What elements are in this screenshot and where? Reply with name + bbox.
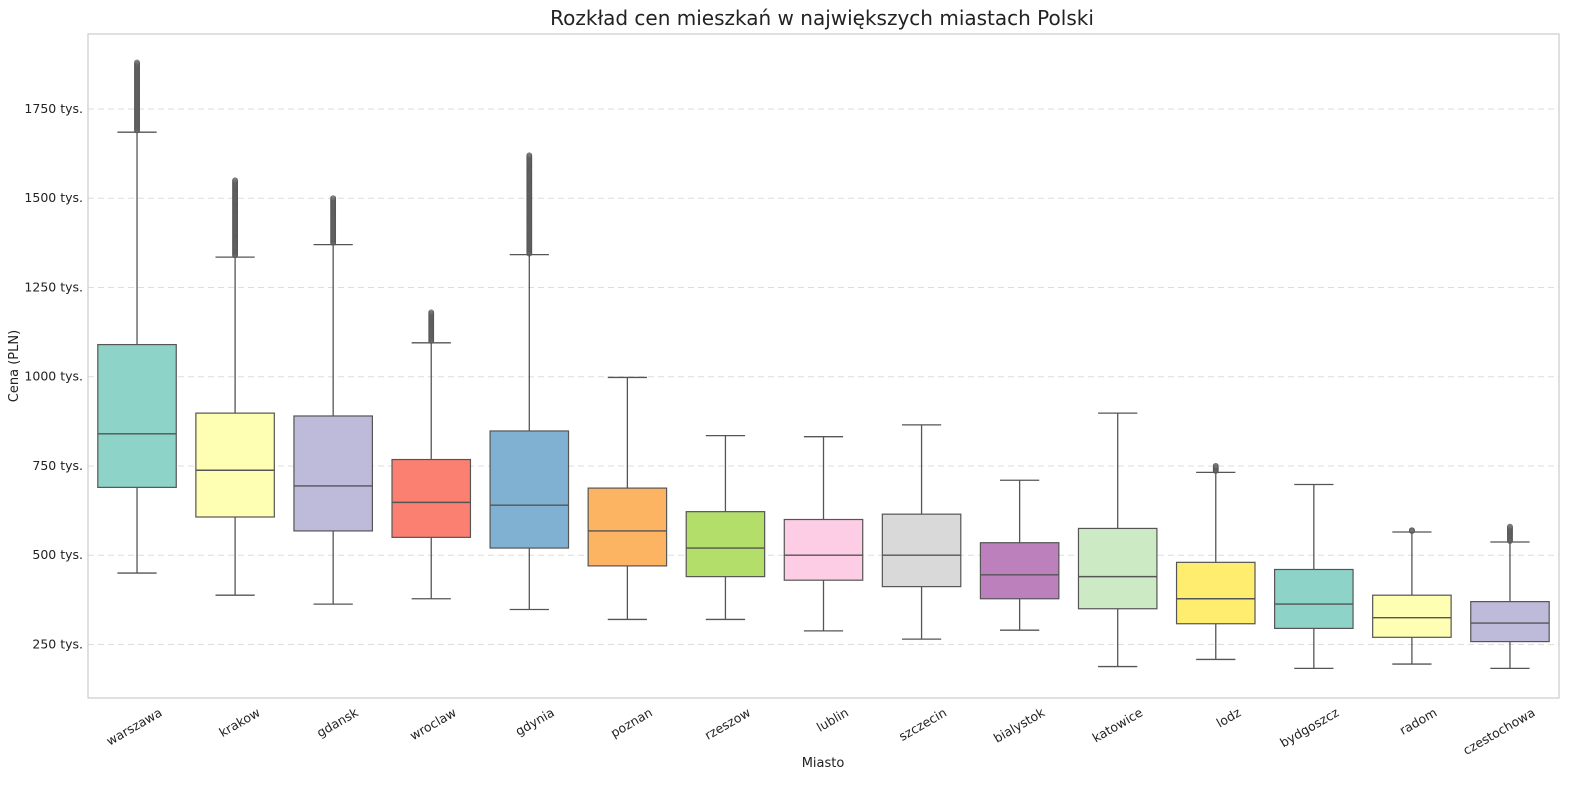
iqr-box [881, 513, 962, 588]
iqr-box [1274, 568, 1354, 629]
box-gdansk [293, 195, 373, 605]
box-szczecin [881, 424, 962, 640]
iqr-box [979, 542, 1060, 600]
x-axis-ticks: warszawa krakow gdansk wroclaw gdynia poznan r… [104, 704, 1538, 758]
outlier-point [1507, 523, 1513, 530]
outliers [330, 195, 337, 246]
y-tick-label: 250 tys. [32, 636, 83, 651]
x-tick-label: rzeszow [702, 705, 753, 743]
iqr-box [1470, 601, 1550, 643]
x-tick-label: bydgoszcz [1277, 704, 1341, 750]
y-tick-label: 1500 tys. [24, 190, 83, 205]
iqr-box [293, 415, 373, 532]
y-tick-label: 1250 tys. [24, 279, 83, 294]
x-tick-label: wroclaw [407, 705, 459, 743]
box-bydgoszcz [1274, 483, 1354, 670]
chart-title: Rozkład cen mieszkań w największych mias… [550, 6, 1094, 30]
iqr-box [489, 430, 570, 549]
box-krakow [195, 177, 275, 596]
outliers [1409, 527, 1415, 534]
box-gdynia [489, 152, 570, 611]
box-warszawa [97, 59, 177, 574]
box-czestochowa [1470, 523, 1550, 670]
x-tick-label: czestochowa [1460, 705, 1537, 758]
outliers [1507, 523, 1513, 544]
iqr-box [391, 458, 472, 538]
outlier-point [428, 309, 435, 316]
x-tick-label: radom [1397, 705, 1440, 738]
y-axis-label: Cena (PLN) [7, 330, 22, 402]
y-tick-label: 1000 tys. [24, 369, 83, 384]
box-poznan [587, 376, 668, 621]
iqr-box [195, 412, 275, 518]
x-axis-label: Miasto [802, 756, 845, 771]
outliers [232, 177, 238, 259]
x-tick-label: lodz [1214, 704, 1244, 730]
box-lublin [783, 436, 864, 632]
outliers [526, 152, 533, 257]
outlier-point [1409, 527, 1415, 534]
outliers [428, 309, 435, 344]
iqr-box [97, 343, 177, 488]
boxes [97, 59, 1550, 670]
y-tick-label: 1750 tys. [24, 101, 83, 116]
box-lodz [1175, 463, 1256, 661]
x-tick-label: katowice [1090, 704, 1146, 745]
iqr-box [783, 518, 864, 581]
box-katowice [1077, 412, 1158, 668]
outlier-point [134, 59, 140, 66]
x-tick-label: szczecin [896, 705, 949, 744]
iqr-box [1077, 527, 1158, 610]
box-bialystok [979, 479, 1060, 631]
outliers [1212, 463, 1219, 474]
y-axis-ticks: 250 tys. 500 tys. 750 tys. 1000 tys. 1250 ty… [24, 101, 83, 651]
iqr-box [1372, 594, 1452, 638]
x-tick-label: bialystok [991, 704, 1048, 745]
outlier-point [526, 152, 533, 159]
iqr-box [1175, 561, 1256, 625]
outlier-point [1212, 463, 1219, 469]
x-tick-label: gdansk [314, 704, 361, 740]
x-tick-label: warszawa [104, 705, 165, 749]
x-tick-label: krakow [216, 705, 262, 740]
iqr-box [587, 487, 668, 567]
plot-frame [87, 33, 1560, 699]
box-rzeszow [685, 434, 766, 621]
x-tick-label: poznan [608, 705, 655, 741]
iqr-box [685, 511, 766, 578]
outlier-point [330, 195, 337, 202]
y-tick-label: 750 tys. [32, 458, 83, 473]
x-tick-label: lublin [814, 705, 851, 735]
outlier-point [232, 177, 238, 184]
outliers [134, 59, 140, 134]
box-wroclaw [391, 309, 472, 600]
y-tick-label: 500 tys. [32, 547, 83, 562]
box-radom [1372, 527, 1452, 665]
x-tick-label: gdynia [513, 705, 557, 739]
